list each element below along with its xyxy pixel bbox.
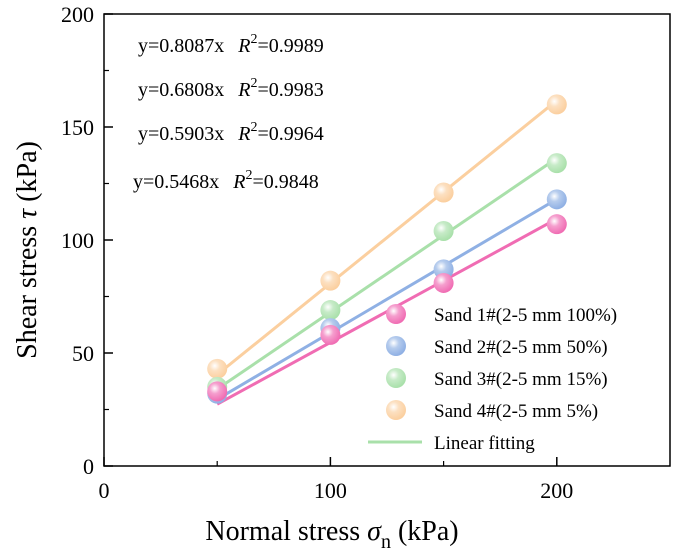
legend-marker — [386, 400, 406, 420]
point-series-3-4 — [546, 153, 567, 174]
y-tick-label: 0 — [83, 454, 94, 479]
legend-label: Linear fitting — [434, 433, 535, 454]
point-series-4-3 — [433, 182, 454, 203]
point-series-1-1 — [207, 381, 228, 402]
point-series-1-4 — [546, 214, 567, 235]
axis-ticks: 0 100 200 0 50 100 150 200 — [61, 2, 573, 503]
y-axis-title: Shear stress τ (kPa) — [12, 141, 43, 359]
legend-label: Sand 4#(2-5 mm 5%) — [434, 401, 598, 422]
point-series-4-2 — [320, 270, 341, 291]
fit-lines — [216, 99, 558, 406]
point-series-4-4 — [546, 94, 567, 115]
point-series-4-1 — [207, 358, 228, 379]
equation-text: y=0.8087x R2=0.9989 — [138, 32, 324, 57]
legend-item-4: Sand 4#(2-5 mm 5%) — [386, 400, 598, 422]
y-tick-label: 150 — [61, 115, 94, 140]
x-tick-label: 200 — [540, 478, 573, 503]
equation-annotation-4: y=0.5468x R2=0.9848 — [133, 168, 319, 193]
legend-item-3: Sand 3#(2-5 mm 15%) — [386, 368, 608, 390]
legend-marker — [386, 368, 406, 388]
equation-text: y=0.5903x R2=0.9964 — [138, 120, 324, 145]
equation-annotations: y=0.8087x R2=0.9989 y=0.6808x R2=0.9983 y=0.… — [133, 32, 324, 193]
equation-text: y=0.6808x R2=0.9983 — [138, 76, 324, 101]
point-series-3-2 — [320, 300, 341, 321]
y-tick-label: 100 — [61, 228, 94, 253]
point-series-3-3 — [433, 220, 454, 241]
legend-label: Sand 1#(2-5 mm 100%) — [434, 305, 617, 326]
legend-label: Sand 3#(2-5 mm 15%) — [434, 369, 608, 390]
legend-item-linear-fitting: Linear fitting — [368, 433, 535, 454]
equation-annotation-2: y=0.6808x R2=0.9983 — [138, 76, 324, 101]
equation-annotation-1: y=0.8087x R2=0.9989 — [138, 32, 324, 57]
x-tick-label: 100 — [314, 478, 347, 503]
fit-line-series-3 — [216, 157, 558, 391]
legend-item-1: Sand 1#(2-5 mm 100%) — [386, 304, 617, 326]
data-points — [207, 94, 567, 404]
x-axis-title: Normal stress σn (kPa) — [205, 516, 458, 553]
fit-line-series-4 — [216, 99, 558, 376]
legend: Sand 1#(2-5 mm 100%) Sand 2#(2-5 mm 50%) S… — [368, 304, 617, 454]
legend-marker — [386, 304, 406, 324]
point-series-2-4 — [546, 189, 567, 210]
point-series-1-2 — [320, 324, 341, 345]
y-tick-label: 200 — [61, 2, 94, 27]
y-tick-label: 50 — [72, 341, 94, 366]
x-tick-label: 0 — [99, 478, 110, 503]
equation-annotation-3: y=0.5903x R2=0.9964 — [138, 120, 324, 145]
legend-marker — [386, 336, 406, 356]
legend-label: Sand 2#(2-5 mm 50%) — [434, 337, 608, 358]
fit-line-series-2 — [216, 197, 558, 401]
equation-text: y=0.5468x R2=0.9848 — [133, 168, 319, 193]
point-series-1-3 — [433, 272, 454, 293]
legend-item-2: Sand 2#(2-5 mm 50%) — [386, 336, 608, 358]
